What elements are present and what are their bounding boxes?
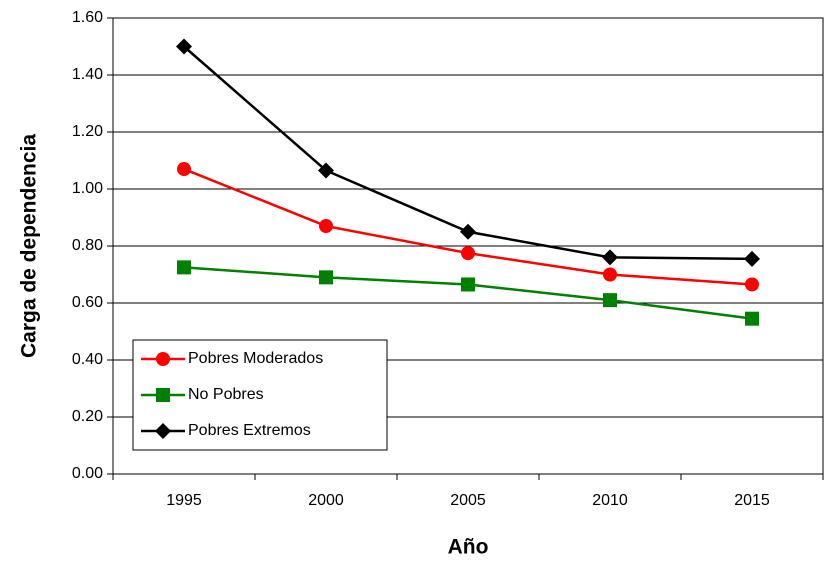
x-tick-label: 2015: [734, 492, 770, 509]
y-tick-label: 0.40: [72, 351, 103, 368]
marker: [602, 249, 618, 266]
y-tick-label: 1.00: [72, 180, 103, 197]
y-tick-label: 0.20: [72, 408, 103, 425]
marker: [461, 246, 475, 261]
marker: [176, 38, 192, 55]
legend-label: Pobres Extremos: [188, 422, 311, 439]
x-tick-label: 1995: [166, 492, 202, 509]
legend: Pobres Moderados No Pobres Pobres Extremos: [132, 339, 388, 451]
marker: [177, 162, 191, 177]
y-tick-label: 0.60: [72, 294, 103, 311]
marker: [318, 162, 334, 179]
marker: [745, 311, 759, 326]
series-line: [183, 266, 753, 320]
marker: [744, 250, 760, 267]
marker: [603, 293, 617, 308]
marker: [460, 223, 476, 240]
y-tick-label: 1.40: [72, 66, 103, 83]
marker: [156, 388, 170, 402]
legend-label: Pobres Moderados: [188, 350, 323, 367]
marker: [603, 267, 617, 282]
x-tick-label: 2005: [450, 492, 486, 509]
marker: [461, 277, 475, 292]
marker: [745, 277, 759, 292]
marker: [177, 260, 191, 275]
y-tick-label: 1.20: [72, 123, 103, 140]
y-tick-label: 1.60: [72, 9, 103, 26]
x-tick-label: 2000: [308, 492, 344, 509]
y-tick-label: 0.00: [72, 465, 103, 482]
marker: [156, 352, 170, 366]
plot-frame: [112, 17, 824, 475]
y-tick-label: 0.80: [72, 237, 103, 254]
marker: [319, 219, 333, 234]
x-tick-label: 2010: [592, 492, 628, 509]
x-axis-title: Año: [448, 536, 489, 559]
legend-label: No Pobres: [188, 386, 264, 403]
marker: [155, 423, 171, 439]
y-axis-title: Carga de dependencia: [18, 134, 41, 358]
marker: [319, 270, 333, 285]
